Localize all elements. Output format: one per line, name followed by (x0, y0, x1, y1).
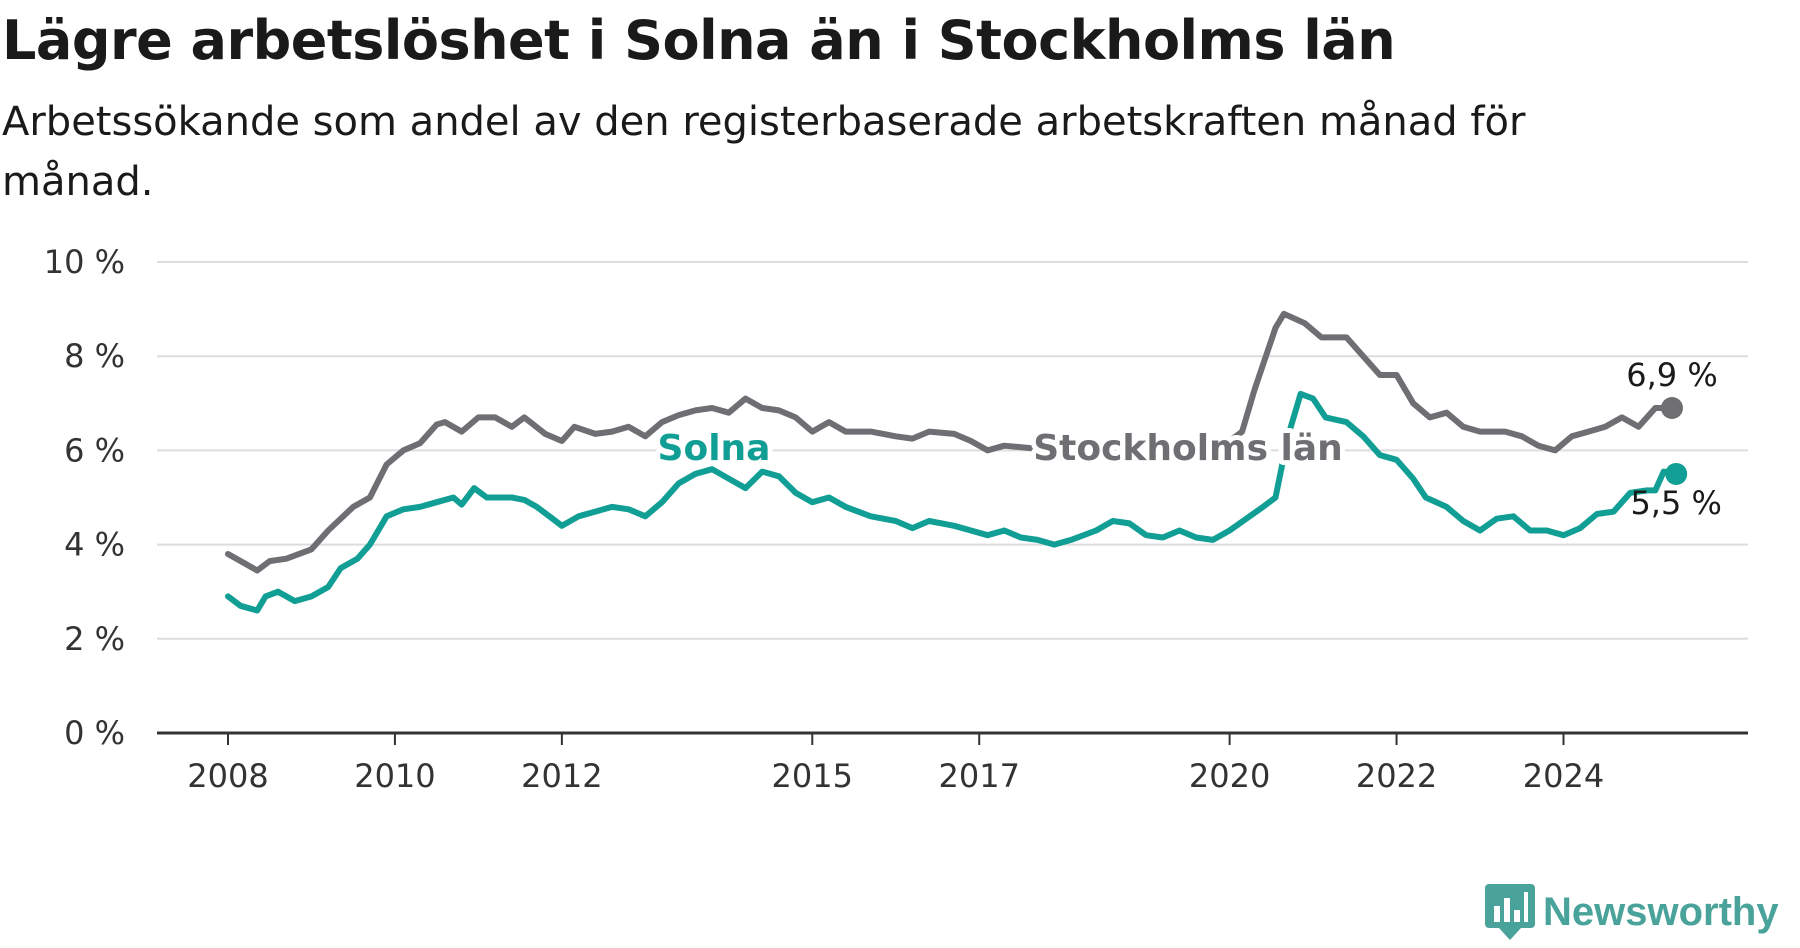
x-tick-label: 2024 (1523, 757, 1604, 795)
gridlines (157, 261, 1748, 640)
x-tick-label: 2010 (354, 757, 435, 795)
series-lines (225, 310, 1688, 614)
end-point-stockholm (1661, 397, 1683, 420)
series-label-solna: Solna (658, 428, 771, 469)
y-tick-label: 8 % (64, 337, 125, 375)
y-axis-ticks: 0 % 2 % 4 % 6 % 8 % 10 % (44, 243, 125, 752)
x-tick-label: 2022 (1356, 757, 1437, 795)
x-tick-label: 2012 (521, 757, 602, 795)
brand-name: Newsworthy (1543, 889, 1779, 934)
newsworthy-logo-icon (1485, 884, 1535, 940)
y-tick-label: 0 % (64, 714, 125, 752)
x-tick-label: 2017 (938, 757, 1019, 795)
chart-title: Lägre arbetslöshet i Solna än i Stockhol… (2, 9, 1396, 72)
x-tick-label: 2020 (1189, 757, 1270, 795)
x-axis-ticks: 2008 2010 2012 2015 2017 2020 2022 2024 (187, 733, 1604, 795)
end-point-solna (1665, 462, 1688, 485)
chart-subtitle: Arbetssökande som andel av den registerb… (2, 99, 1526, 205)
series-label-stockholm: Stockholms län (1033, 428, 1343, 469)
end-label-solna: 5,5 % (1630, 484, 1721, 522)
x-tick-label: 2008 (187, 757, 268, 795)
y-tick-label: 4 % (64, 526, 125, 564)
x-tick-label: 2015 (772, 757, 853, 795)
end-label-stockholm: 6,9 % (1626, 356, 1717, 394)
y-tick-label: 10 % (44, 243, 125, 281)
series-labels: 6,9 % 5,5 % Stockholms län Solna (653, 356, 1722, 522)
y-tick-label: 2 % (64, 620, 125, 658)
series-line-stockholm (225, 310, 1675, 574)
brand-logo: Newsworthy (1485, 882, 1779, 942)
series-line-solna (225, 390, 1680, 614)
y-tick-label: 6 % (64, 431, 125, 469)
